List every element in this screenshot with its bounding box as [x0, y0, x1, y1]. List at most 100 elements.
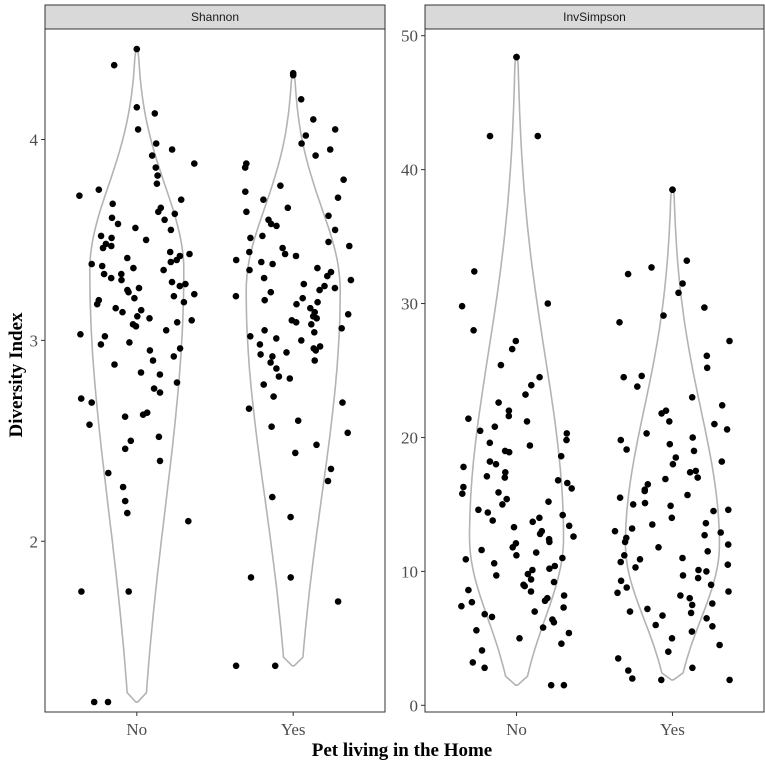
data-point	[173, 256, 180, 264]
data-point	[641, 499, 649, 507]
data-point	[191, 290, 198, 298]
data-point	[76, 192, 83, 199]
data-point	[648, 264, 655, 271]
data-point	[331, 126, 339, 133]
data-point	[544, 300, 552, 307]
data-point	[565, 522, 573, 530]
data-point	[334, 598, 342, 605]
data-point	[560, 681, 568, 689]
data-point	[536, 373, 543, 381]
data-point	[460, 463, 467, 471]
data-point	[188, 317, 195, 324]
data-point	[245, 405, 253, 413]
data-point	[314, 298, 321, 306]
data-point	[489, 517, 497, 524]
data-point	[710, 507, 717, 515]
data-point	[118, 270, 125, 278]
data-point	[98, 262, 106, 270]
data-point	[294, 417, 302, 425]
data-point	[137, 306, 145, 314]
data-point	[465, 415, 472, 423]
data-point	[97, 232, 105, 240]
data-point	[275, 373, 283, 380]
data-point	[532, 549, 540, 556]
data-point	[232, 256, 240, 264]
data-point	[471, 268, 478, 275]
data-point	[683, 257, 691, 265]
data-point	[325, 212, 332, 220]
data-point	[154, 172, 161, 179]
data-point	[716, 641, 723, 649]
data-point	[313, 441, 320, 449]
data-point	[703, 352, 711, 360]
data-point	[560, 604, 567, 611]
data-point	[527, 588, 535, 595]
data-point	[331, 226, 339, 234]
y-tick-label: 10	[401, 562, 418, 581]
data-point	[493, 572, 500, 579]
data-point	[669, 186, 676, 193]
data-point	[327, 465, 335, 473]
data-point	[672, 454, 680, 461]
data-point	[110, 61, 118, 69]
data-point	[636, 556, 644, 563]
data-point	[662, 407, 670, 415]
y-tick-label: 20	[401, 428, 418, 447]
y-tick-label: 4	[30, 130, 39, 149]
data-point	[316, 343, 324, 350]
data-point	[324, 477, 332, 485]
data-point	[170, 292, 178, 300]
data-point	[168, 278, 176, 286]
data-point	[513, 552, 520, 559]
data-point	[124, 254, 131, 262]
data-point	[686, 469, 694, 476]
data-point	[559, 554, 566, 562]
data-point	[155, 433, 163, 441]
data-point	[620, 373, 627, 381]
data-point	[261, 296, 269, 304]
data-point	[709, 623, 716, 630]
data-point	[232, 662, 240, 670]
data-point	[611, 527, 619, 535]
data-point	[629, 501, 637, 508]
data-point	[155, 208, 162, 216]
data-point	[243, 208, 250, 216]
data-point	[168, 146, 176, 153]
data-point	[265, 216, 272, 224]
data-point	[153, 180, 161, 187]
data-point	[126, 339, 133, 346]
data-point	[701, 304, 708, 311]
data-point	[505, 448, 513, 456]
data-point	[108, 214, 116, 222]
data-point	[686, 594, 693, 602]
data-point	[621, 538, 629, 546]
data-point	[273, 335, 280, 342]
data-point	[460, 483, 467, 491]
data-point	[121, 445, 129, 453]
data-point	[247, 234, 254, 242]
data-point	[558, 640, 565, 647]
data-point	[557, 452, 565, 460]
data-point	[649, 521, 656, 528]
data-point	[152, 140, 160, 147]
panels: Shannon 2 3 4 No Yes InvSimpson 0 10 20 30 40 50 No Ye…	[30, 4, 765, 739]
data-point	[675, 289, 682, 297]
data-point	[331, 284, 339, 292]
data-point	[478, 647, 486, 654]
data-point	[497, 361, 505, 369]
panel-invsimpson: InvSimpson 0 10 20 30 40 50 No Yes	[401, 4, 765, 739]
data-point	[340, 176, 347, 183]
data-point	[570, 533, 577, 540]
data-point	[623, 446, 630, 453]
data-point	[95, 186, 103, 193]
data-point	[666, 440, 674, 448]
data-point	[119, 483, 127, 491]
data-point	[298, 337, 305, 344]
data-point	[127, 437, 135, 445]
data-point	[614, 589, 621, 597]
data-point	[133, 104, 141, 111]
data-point	[726, 676, 733, 684]
data-point	[124, 509, 131, 517]
data-point	[512, 337, 520, 345]
